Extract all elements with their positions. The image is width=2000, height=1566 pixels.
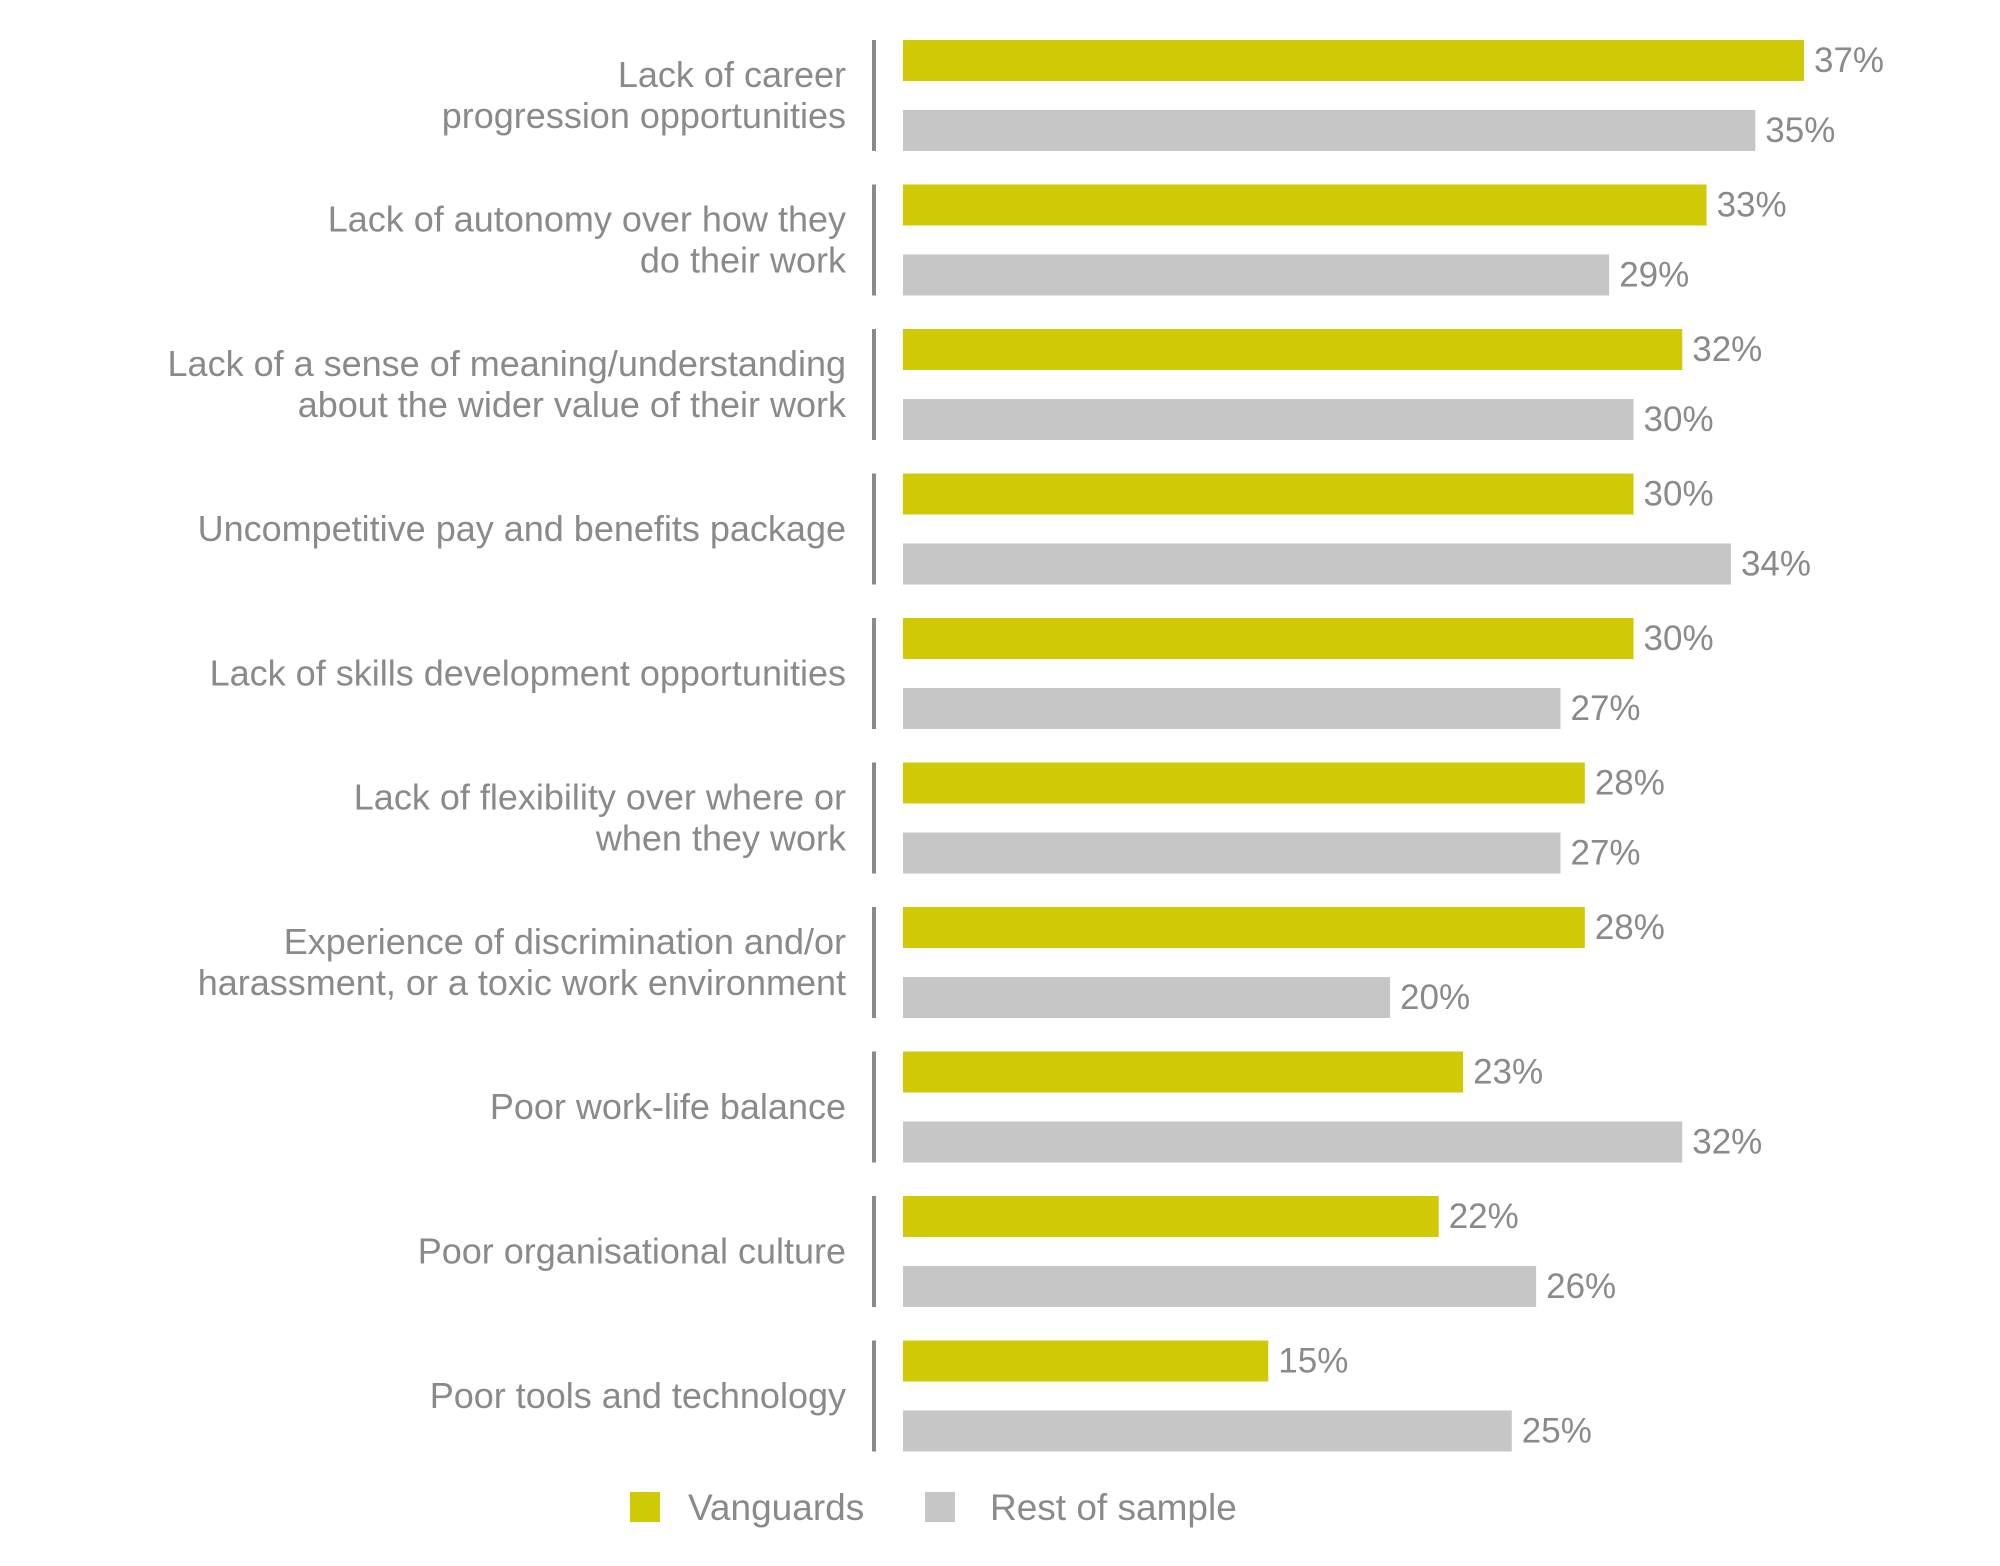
- category-label: Lack of skills development opportunities: [210, 653, 846, 694]
- bar-vanguards: [903, 1196, 1439, 1237]
- value-label: 27%: [1570, 689, 1640, 728]
- bar-rest-of-sample: [903, 399, 1634, 440]
- legend: Vanguards Rest of sample: [630, 1487, 1237, 1528]
- value-label: 29%: [1619, 256, 1689, 295]
- category-group: Lack of skills development opportunities…: [210, 618, 1714, 729]
- value-label: 15%: [1278, 1342, 1348, 1381]
- category-label-line: Lack of flexibility over where or: [354, 777, 846, 818]
- value-label: 22%: [1449, 1197, 1519, 1236]
- value-label: 23%: [1473, 1053, 1543, 1092]
- value-label: 30%: [1644, 400, 1714, 439]
- bar-vanguards: [903, 618, 1634, 659]
- bar-vanguards: [903, 762, 1585, 804]
- category-label-line: Lack of skills development opportunities: [210, 653, 846, 694]
- category-label-line: Lack of career: [618, 54, 846, 95]
- value-label: 32%: [1692, 1123, 1762, 1162]
- value-label: 25%: [1522, 1412, 1592, 1451]
- bar-rest-of-sample: [903, 1121, 1683, 1163]
- category-label-line: Poor work-life balance: [490, 1086, 846, 1127]
- category-group: Lack of flexibility over where or when th…: [354, 762, 1665, 874]
- bar-vanguards: [903, 1051, 1464, 1093]
- value-label: 32%: [1692, 330, 1762, 369]
- category-label-line: Poor tools and technology: [430, 1375, 846, 1416]
- legend-item: Rest of sample: [925, 1487, 1237, 1528]
- value-label: 33%: [1717, 186, 1787, 225]
- category-group: Poor tools and technology 15% 25%: [430, 1340, 1592, 1452]
- category-label: Poor tools and technology: [430, 1375, 846, 1416]
- bar-vanguards: [903, 184, 1707, 226]
- bar-vanguards: [903, 40, 1804, 81]
- category-group: Lack of a sense of meaning/understanding…: [168, 329, 1762, 440]
- category-label: Poor work-life balance: [490, 1086, 846, 1127]
- legend-swatch: [630, 1492, 660, 1522]
- category-label: Lack of career progression opportunities: [442, 54, 846, 136]
- category-label: Lack of a sense of meaning/understanding…: [168, 343, 847, 425]
- category-label-line: Poor organisational culture: [418, 1231, 846, 1272]
- bar-rest-of-sample: [903, 1410, 1512, 1452]
- chart-groups: Lack of career progression opportunities 3…: [168, 40, 1884, 1452]
- value-label: 37%: [1814, 41, 1884, 80]
- category-group: Poor work-life balance 23% 32%: [490, 1051, 1762, 1163]
- bar-rest-of-sample: [903, 543, 1731, 585]
- bar-rest-of-sample: [903, 688, 1561, 729]
- value-label: 34%: [1741, 545, 1811, 584]
- category-label-line: progression opportunities: [442, 95, 846, 136]
- bar-vanguards: [903, 1340, 1269, 1382]
- value-label: 30%: [1644, 475, 1714, 514]
- bar-rest-of-sample: [903, 977, 1391, 1018]
- category-label-line: when they work: [595, 818, 847, 859]
- value-label: 35%: [1765, 111, 1835, 150]
- legend-label: Vanguards: [688, 1487, 864, 1528]
- category-group: Uncompetitive pay and benefits package 30…: [198, 473, 1811, 585]
- bar-rest-of-sample: [903, 110, 1756, 151]
- category-group: Experience of discrimination and/or haras…: [198, 907, 1665, 1018]
- category-label-line: Experience of discrimination and/or: [284, 921, 846, 962]
- category-label-line: Uncompetitive pay and benefits package: [198, 508, 846, 549]
- bar-vanguards: [903, 907, 1585, 948]
- category-group: Lack of career progression opportunities 3…: [442, 40, 1884, 151]
- bar-vanguards: [903, 329, 1683, 370]
- category-label-line: Lack of a sense of meaning/understanding: [168, 343, 846, 384]
- value-label: 28%: [1595, 908, 1665, 947]
- value-label: 26%: [1546, 1267, 1616, 1306]
- value-label: 28%: [1595, 764, 1665, 803]
- category-group: Poor organisational culture 22% 26%: [418, 1196, 1616, 1307]
- legend-swatch: [925, 1492, 955, 1522]
- category-label: Lack of autonomy over how they do their w…: [328, 199, 847, 281]
- category-label: Poor organisational culture: [418, 1231, 846, 1272]
- category-label-line: do their work: [640, 240, 847, 281]
- category-label-line: Lack of autonomy over how they: [328, 199, 846, 240]
- category-label: Lack of flexibility over where or when th…: [354, 777, 847, 859]
- bar-vanguards: [903, 473, 1634, 515]
- bar-rest-of-sample: [903, 1266, 1537, 1307]
- value-label: 30%: [1644, 619, 1714, 658]
- bar-rest-of-sample: [903, 254, 1610, 296]
- bar-rest-of-sample: [903, 832, 1561, 874]
- value-label: 20%: [1400, 978, 1470, 1017]
- legend-label: Rest of sample: [990, 1487, 1237, 1528]
- category-group: Lack of autonomy over how they do their w…: [328, 184, 1787, 296]
- value-label: 27%: [1570, 834, 1640, 873]
- legend-item: Vanguards: [630, 1487, 864, 1528]
- category-label-line: harassment, or a toxic work environment: [198, 962, 846, 1003]
- category-label-line: about the wider value of their work: [298, 384, 847, 425]
- category-label: Experience of discrimination and/or haras…: [198, 921, 846, 1003]
- category-label: Uncompetitive pay and benefits package: [198, 508, 846, 549]
